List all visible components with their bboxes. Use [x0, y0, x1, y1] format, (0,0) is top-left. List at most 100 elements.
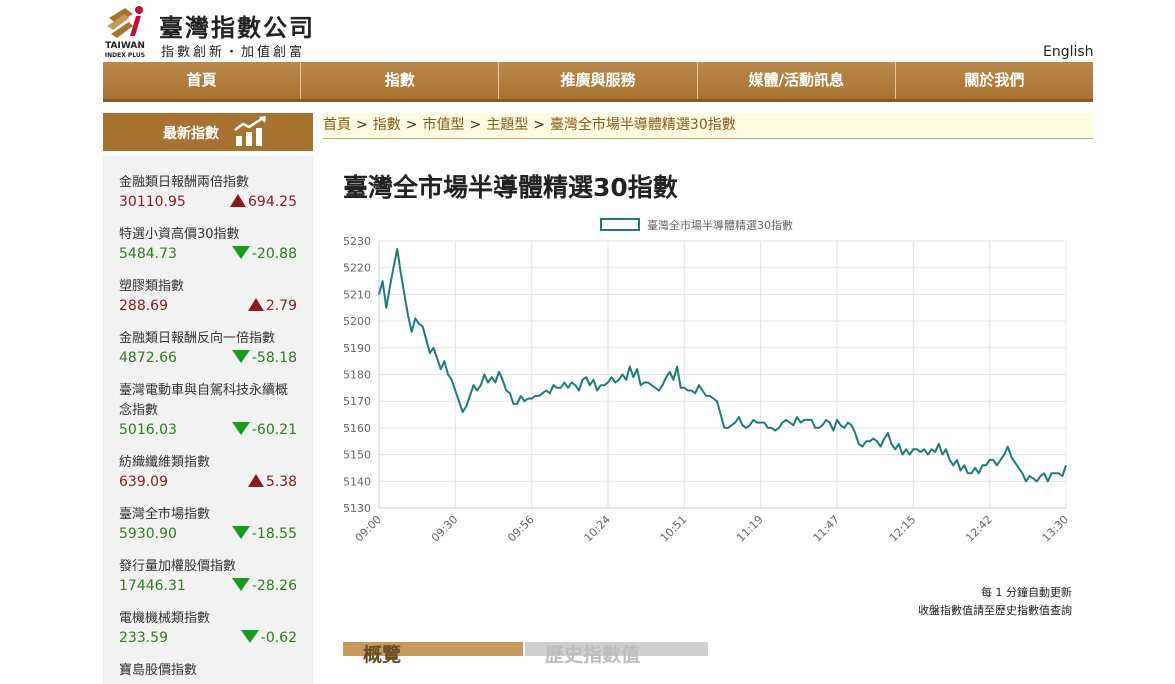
index-name: 臺灣全市場指數 — [119, 507, 211, 522]
index-value-row: 233.59 -0.62 — [119, 629, 297, 651]
breadcrumb-item[interactable]: 市值型 — [422, 117, 465, 133]
index-change: -20.88 — [231, 246, 297, 262]
index-change-value: 5.38 — [265, 474, 297, 490]
index-change: -18.55 — [231, 526, 297, 542]
up-triangle-icon — [230, 194, 246, 207]
brand-mark-icon — [107, 6, 143, 38]
index-name: 金融類日報酬兩倍指數 — [119, 175, 250, 190]
breadcrumb: 首頁 > 指數 > 市值型 > 主題型 > 臺灣全市場半導體精選30指數 — [323, 113, 1093, 139]
index-value: 288.69 — [119, 298, 168, 314]
breadcrumb-item[interactable]: 指數 — [372, 117, 401, 133]
index-change: -28.26 — [231, 578, 297, 594]
latest-index-item[interactable]: 特選小資高價30指數 5484.73 -20.88 — [103, 225, 313, 267]
x-tick-label: 09:30 — [429, 513, 461, 545]
up-triangle-icon — [247, 474, 264, 487]
index-value: 30110.95 — [119, 194, 186, 210]
tab-overview-label: 概覽 — [363, 644, 402, 666]
index-value-row: 5930.90 -18.55 — [119, 525, 297, 547]
latest-index-item[interactable]: 金融類日報酬兩倍指數 30110.95 694.25 — [103, 173, 313, 215]
index-name: 發行量加權股價指數 — [119, 559, 237, 574]
index-value-row: 5484.73 -20.88 — [119, 245, 297, 267]
index-name: 臺灣電動車與自駕科技永續概念指數 — [119, 383, 289, 418]
breadcrumb-item[interactable]: 臺灣全市場半導體精選30指數 — [549, 117, 736, 133]
breadcrumb-separator: > — [356, 117, 368, 133]
x-tick-label: 11:47 — [811, 513, 843, 545]
x-tick-label: 09:00 — [353, 513, 385, 545]
index-name: 金融類日報酬反向一倍指數 — [119, 331, 276, 346]
nav-item-services[interactable]: 推廣與服務 — [499, 62, 698, 99]
index-name: 電機機械類指數 — [119, 611, 211, 626]
down-triangle-icon — [231, 422, 250, 435]
index-change-value: -28.26 — [251, 578, 297, 594]
down-triangle-icon — [231, 246, 250, 259]
sidebar-title: 最新指數 — [163, 126, 219, 142]
bar-chart-trend-icon — [234, 116, 266, 146]
latest-index-item[interactable]: 發行量加權股價指數 17446.31 -28.26 — [103, 557, 313, 599]
index-change: 5.38 — [247, 474, 297, 490]
index-value-row: 5016.03 -60.21 — [119, 421, 297, 443]
index-name: 特選小資高價30指數 — [119, 227, 240, 242]
index-change: 2.79 — [247, 298, 297, 314]
down-triangle-icon — [231, 578, 250, 591]
index-change-value: 694.25 — [248, 194, 297, 210]
breadcrumb-separator: > — [533, 117, 545, 133]
latest-index-item[interactable]: 塑膠類指數 288.69 2.79 — [103, 277, 313, 319]
down-triangle-icon — [231, 350, 250, 363]
index-change-value: -20.88 — [251, 246, 297, 262]
up-triangle-icon — [247, 298, 264, 311]
index-value-row: 30110.95 694.25 — [119, 193, 297, 215]
nav-item-media[interactable]: 媒體/活動訊息 — [698, 62, 896, 99]
latest-index-item[interactable]: 臺灣全市場指數 5930.90 -18.55 — [103, 505, 313, 547]
legend-label: 臺灣全市場半導體精選30指數 — [647, 218, 793, 232]
breadcrumb-separator: > — [405, 117, 418, 133]
index-name: 紡織纖維類指數 — [119, 455, 211, 470]
index-change-value: -18.55 — [251, 526, 297, 542]
down-triangle-icon — [240, 630, 259, 643]
latest-index-item[interactable]: 臺灣電動車與自駕科技永續概念指數 5016.03 -60.21 — [103, 381, 313, 443]
nav-item-index[interactable]: 指數 — [301, 62, 500, 99]
index-change-value: -58.18 — [251, 350, 297, 366]
x-tick-label: 13:30 — [1040, 513, 1072, 545]
sidebar-header: 最新指數 — [103, 113, 313, 151]
x-tick-label: 12:42 — [963, 513, 995, 545]
series-line-index — [378, 248, 1067, 483]
breadcrumb-separator: > — [469, 117, 482, 133]
latest-index-item[interactable]: 紡織纖維類指數 639.09 5.38 — [103, 453, 313, 495]
y-tick-label: 5200 — [343, 315, 371, 328]
index-name: 寶島股價指數 — [119, 663, 198, 678]
breadcrumb-item[interactable]: 主題型 — [486, 117, 529, 133]
index-value: 4872.66 — [119, 350, 177, 366]
index-value-row: 639.09 5.38 — [119, 473, 297, 495]
index-change: -60.21 — [231, 422, 297, 438]
index-value: 233.59 — [119, 630, 168, 646]
nav-item-home[interactable]: 首頁 — [103, 62, 302, 99]
history-note: 收盤指數值請至歷史指數值查詢 — [918, 604, 1072, 617]
english-link[interactable]: English — [1043, 44, 1094, 60]
main-nav: 首頁 指數 推廣與服務 媒體/活動訊息 關於我們 — [103, 62, 1093, 102]
index-change: 694.25 — [230, 194, 297, 210]
index-value-row: 288.69 2.79 — [119, 297, 297, 319]
brand-tagline: 指數創新・加值創富 — [161, 45, 306, 60]
nav-item-about[interactable]: 關於我們 — [964, 71, 1025, 89]
latest-index-item[interactable]: 電機機械類指數 233.59 -0.62 — [103, 609, 313, 651]
y-tick-label: 5130 — [343, 502, 371, 515]
y-tick-label: 5170 — [343, 395, 371, 408]
brand-english-name: TAIWAN INDEX PLUS — [104, 41, 146, 60]
tab-history-label: 歷史指數值 — [545, 644, 641, 666]
tab-overview[interactable]: 概覽 — [343, 641, 523, 666]
auto-update-note: 每 1 分鐘自動更新 — [981, 586, 1072, 599]
latest-index-item[interactable]: 金融類日報酬反向一倍指數 4872.66 -58.18 — [103, 329, 313, 371]
tab-history[interactable]: 歷史指數值 — [525, 641, 708, 666]
brand-logo[interactable]: TAIWAN INDEX PLUS 臺灣指數公司 指數創新・加值創富 — [103, 4, 343, 60]
latest-index-list: 金融類日報酬兩倍指數 30110.95 694.25 特選小資高價30指數 5484.7… — [103, 156, 313, 684]
legend-swatch — [600, 218, 640, 231]
breadcrumb-item[interactable]: 首頁 — [323, 117, 351, 133]
y-tick-label: 5190 — [343, 342, 371, 355]
index-value: 639.09 — [119, 474, 168, 490]
index-change-value: 2.79 — [265, 298, 297, 314]
page-title: 臺灣全市場半導體精選30指數 — [343, 173, 678, 202]
y-tick-label: 5140 — [343, 475, 371, 488]
index-change-value: -60.21 — [251, 422, 297, 438]
y-tick-label: 5160 — [343, 422, 371, 435]
latest-index-item[interactable]: 寶島股價指數 — [103, 661, 313, 684]
